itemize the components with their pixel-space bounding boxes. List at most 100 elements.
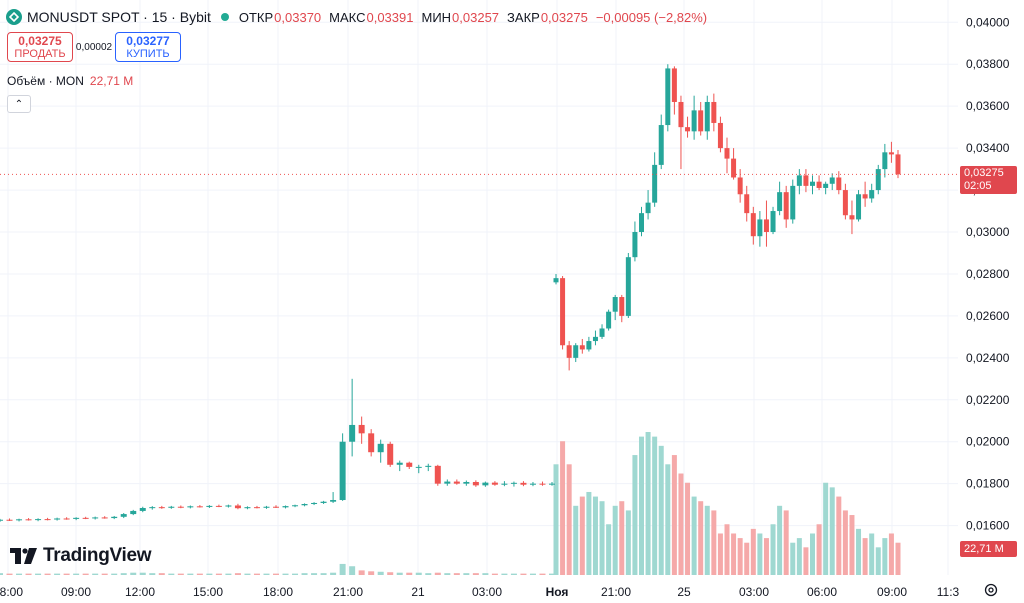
volume-bar	[44, 573, 51, 575]
volume-label: Объём · MON	[7, 74, 84, 88]
volume-bar	[234, 573, 241, 575]
volume-bar	[678, 473, 684, 575]
candle-body	[888, 152, 894, 155]
volume-bars	[0, 432, 901, 575]
candle-body	[130, 510, 137, 515]
candle-body	[592, 336, 598, 342]
volume-bar	[599, 501, 605, 575]
collapse-legend-button[interactable]: ⌃	[7, 95, 31, 113]
candle-body	[358, 424, 365, 434]
candle-body	[177, 506, 184, 508]
volume-bar	[92, 573, 99, 575]
candle-body	[387, 443, 394, 465]
volume-bar	[0, 573, 3, 575]
candle-body	[273, 506, 279, 508]
candle-body	[625, 257, 631, 316]
volume-bar	[349, 566, 356, 575]
candle-body	[111, 516, 118, 519]
candle-body	[803, 175, 809, 186]
volume-bar	[35, 573, 42, 575]
sell-label: ПРОДАТЬ	[14, 48, 66, 60]
volume-bar	[711, 510, 717, 575]
candle-body	[790, 185, 796, 220]
candle-body	[282, 506, 289, 508]
settings-gear-icon[interactable]	[983, 582, 999, 603]
volume-bar	[501, 573, 508, 575]
candle-body	[16, 519, 23, 521]
candle-body	[44, 519, 51, 521]
candle-body	[253, 507, 260, 509]
candle-body	[73, 517, 80, 519]
candle-body	[862, 194, 868, 199]
price-axis-label: 0,03800	[966, 57, 1010, 71]
volume-bar	[704, 505, 710, 575]
candle-body	[717, 122, 723, 149]
volume-bar	[196, 573, 203, 575]
buy-button[interactable]: 0,03277 КУПИТЬ	[115, 32, 181, 62]
volume-bar	[849, 515, 855, 575]
candle-body	[539, 483, 546, 485]
volume-bar	[836, 496, 842, 575]
volume-bar	[744, 542, 750, 575]
candle-body	[842, 190, 848, 216]
price-axis-label: 0,03000	[966, 225, 1010, 239]
candle-body	[187, 506, 194, 508]
volume-bar	[387, 572, 394, 575]
candle-body	[823, 183, 829, 188]
candle-body	[377, 443, 384, 453]
volume-bar	[63, 573, 70, 575]
volume-legend[interactable]: Объём · MON 22,71 M	[7, 74, 133, 88]
candle-body	[339, 441, 346, 501]
volume-bar	[453, 573, 460, 575]
volume-bar	[566, 464, 572, 575]
volume-bar	[111, 573, 118, 575]
volume-bar	[206, 573, 213, 575]
time-axis-label: 03:00	[472, 585, 502, 599]
volume-bar	[612, 505, 618, 575]
candle-body	[234, 505, 241, 509]
tradingview-logo[interactable]: TradingView	[10, 545, 152, 567]
time-axis-label: 21	[411, 585, 425, 599]
volume-bar	[625, 510, 631, 575]
buy-price: 0,03277	[126, 34, 170, 48]
candle-body	[869, 190, 875, 199]
candle-body	[579, 345, 585, 350]
candle-body	[744, 194, 750, 214]
volume-bar	[698, 501, 704, 575]
volume-bar	[82, 573, 89, 575]
candle-body	[599, 328, 605, 337]
candle-body	[92, 517, 99, 519]
volume-bar	[671, 455, 677, 575]
volume-value: 22,71 M	[89, 74, 134, 88]
candle-body	[685, 127, 691, 132]
candle-body	[63, 518, 70, 520]
volume-bar	[685, 482, 691, 575]
price-axis-label: 0,03600	[966, 99, 1010, 113]
price-axis-label: 0,02600	[966, 309, 1010, 323]
time-axis-label: 09:00	[877, 585, 907, 599]
volume-bar	[130, 572, 137, 575]
volume-bar	[263, 573, 270, 575]
volume-bar	[244, 573, 251, 575]
symbol-title[interactable]: MONUSDT SPOT · 15 · Bybit	[27, 9, 211, 25]
candle-body	[678, 101, 684, 128]
candle-body	[196, 506, 203, 508]
close-value: 0,03275	[540, 9, 588, 25]
candle-body	[882, 152, 888, 170]
sell-button[interactable]: 0,03275 ПРОДАТЬ	[7, 32, 73, 62]
candle-body	[829, 177, 835, 184]
candle-body	[586, 341, 592, 350]
candle-body	[491, 482, 498, 485]
volume-bar	[823, 482, 829, 575]
candle-body	[875, 169, 881, 191]
candle-body	[425, 465, 432, 467]
volume-bar	[573, 505, 579, 575]
price-axis-label: 0,01800	[966, 477, 1010, 491]
time-axis[interactable]: 18:00 09:00 12:00 15:00 18:00 21:00 21 03:00 Ноя…	[0, 585, 960, 599]
price-axis[interactable]: 0,040000,038000,036000,034000,032000,030…	[966, 15, 1010, 532]
candle-body	[549, 483, 555, 485]
candle-body	[731, 158, 737, 178]
candle-body	[566, 345, 572, 358]
candle-body	[750, 213, 756, 237]
